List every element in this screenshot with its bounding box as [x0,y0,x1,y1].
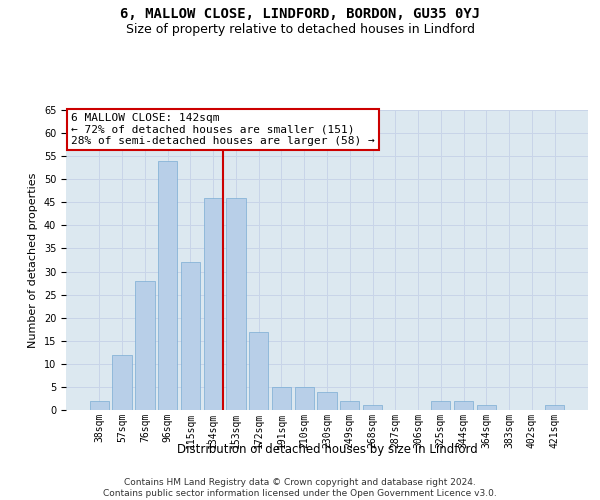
Bar [249,332,268,410]
Bar [340,401,359,410]
Bar [454,401,473,410]
Bar [431,401,451,410]
Y-axis label: Number of detached properties: Number of detached properties [28,172,38,348]
Bar [545,406,564,410]
Bar [363,406,382,410]
Bar [203,198,223,410]
Bar [112,354,132,410]
Bar [476,406,496,410]
Bar [181,262,200,410]
Bar [317,392,337,410]
Text: Distribution of detached houses by size in Lindford: Distribution of detached houses by size … [176,442,478,456]
Bar [272,387,291,410]
Text: 6 MALLOW CLOSE: 142sqm
← 72% of detached houses are smaller (151)
28% of semi-de: 6 MALLOW CLOSE: 142sqm ← 72% of detached… [71,113,375,146]
Text: Contains HM Land Registry data © Crown copyright and database right 2024.
Contai: Contains HM Land Registry data © Crown c… [103,478,497,498]
Text: 6, MALLOW CLOSE, LINDFORD, BORDON, GU35 0YJ: 6, MALLOW CLOSE, LINDFORD, BORDON, GU35 … [120,8,480,22]
Bar [135,281,155,410]
Bar [226,198,245,410]
Bar [295,387,314,410]
Bar [158,161,178,410]
Text: Size of property relative to detached houses in Lindford: Size of property relative to detached ho… [125,22,475,36]
Bar [90,401,109,410]
